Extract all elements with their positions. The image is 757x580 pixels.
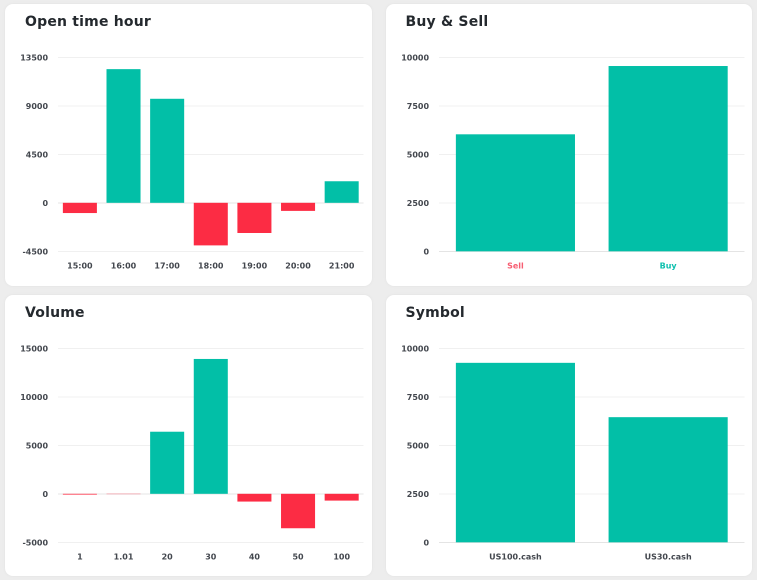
x-tick-label: 1 (77, 552, 83, 561)
bar-19:00[interactable] (237, 202, 272, 233)
y-tick-label: -5000 (22, 538, 48, 547)
y-tick-label: 0 (423, 247, 429, 256)
x-tick-label: 16:00 (111, 261, 137, 270)
bar-1[interactable] (62, 493, 97, 495)
y-tick-label: 10000 (20, 392, 48, 401)
bar-chart-symbol: 10000 7500 5000 2500 0 US100.cash US30.cash (386, 295, 753, 577)
y-tick-label: 2500 (406, 199, 429, 208)
bar-Buy[interactable] (608, 66, 728, 252)
bar-US30.cash[interactable] (608, 416, 728, 542)
bar-18:00[interactable] (193, 202, 228, 246)
card-buy-sell: Buy & Sell 10000 7500 5000 2500 0 Sell Buy (385, 4, 753, 286)
bar-chart-buy-sell: 10000 7500 5000 2500 0 Sell Buy (386, 4, 753, 286)
y-tick-label: 15000 (20, 344, 48, 353)
y-tick-label: 7500 (406, 392, 429, 401)
card-symbol: Symbol 10000 7500 5000 2500 0 US100.cash US30.… (385, 294, 753, 577)
dashboard-grid: Open time hour 13500 9000 4500 0 -4500 15:00 1… (5, 4, 752, 576)
bar-US100.cash[interactable] (455, 362, 575, 542)
x-tick-label: Sell (507, 261, 524, 270)
y-tick-label: 5000 (406, 441, 429, 450)
y-tick-label: 7500 (406, 102, 429, 111)
chart-title-symbol: Symbol (405, 304, 465, 321)
bar-15:00[interactable] (62, 202, 97, 214)
card-open-time-hour: Open time hour 13500 9000 4500 0 -4500 15:00 1… (5, 4, 372, 286)
x-tick-label: 20:00 (285, 261, 311, 270)
x-tick-label: 19:00 (242, 261, 268, 270)
bar-20:00[interactable] (281, 202, 316, 211)
card-volume: Volume 15000 10000 5000 0 -5000 1 1.01 20 30 40 50… (5, 294, 372, 577)
x-tick-label: US100.cash (489, 552, 542, 561)
y-tick-label: 13500 (20, 53, 48, 62)
bar-Sell[interactable] (455, 134, 575, 252)
bar-chart-volume: 15000 10000 5000 0 -5000 1 1.01 20 30 40 50 100 (5, 295, 372, 577)
y-tick-label: 5000 (406, 150, 429, 159)
bar-40[interactable] (237, 493, 272, 502)
y-tick-label: 0 (423, 538, 429, 547)
x-tick-label: 30 (205, 552, 217, 561)
bar-30[interactable] (193, 358, 228, 494)
x-tick-label: 20 (162, 552, 174, 561)
chart-title-open-time-hour: Open time hour (25, 14, 151, 30)
x-tick-label: US30.cash (644, 552, 691, 561)
y-tick-label: 9000 (26, 102, 49, 111)
bar-21:00[interactable] (324, 181, 359, 203)
y-tick-label: 4500 (26, 150, 49, 159)
x-tick-label: 21:00 (329, 261, 355, 270)
y-tick-label: -4500 (22, 247, 48, 256)
y-tick-label: 10000 (401, 344, 429, 353)
x-tick-label: 17:00 (154, 261, 180, 270)
bar-50[interactable] (281, 493, 316, 528)
chart-title-volume: Volume (25, 304, 85, 321)
x-tick-label: 100 (333, 552, 350, 561)
bar-100[interactable] (324, 493, 359, 501)
x-tick-label: 1.01 (114, 552, 134, 561)
y-tick-label: 10000 (401, 53, 429, 62)
y-tick-label: 2500 (406, 489, 429, 498)
chart-title-buy-sell: Buy & Sell (405, 14, 489, 30)
x-tick-label: 15:00 (67, 261, 93, 270)
bar-20[interactable] (150, 431, 185, 494)
y-tick-label: 5000 (26, 441, 49, 450)
y-tick-label: 0 (42, 199, 48, 208)
y-tick-label: 0 (42, 489, 48, 498)
x-tick-label: 18:00 (198, 261, 224, 270)
bar-17:00[interactable] (150, 98, 185, 203)
bar-chart-open-time-hour: 13500 9000 4500 0 -4500 15:00 16:00 17:00 18:00 1… (5, 4, 372, 286)
x-tick-label: Buy (659, 261, 677, 270)
bar-16:00[interactable] (106, 69, 141, 203)
x-tick-label: 50 (292, 552, 304, 561)
x-tick-label: 40 (249, 552, 261, 561)
